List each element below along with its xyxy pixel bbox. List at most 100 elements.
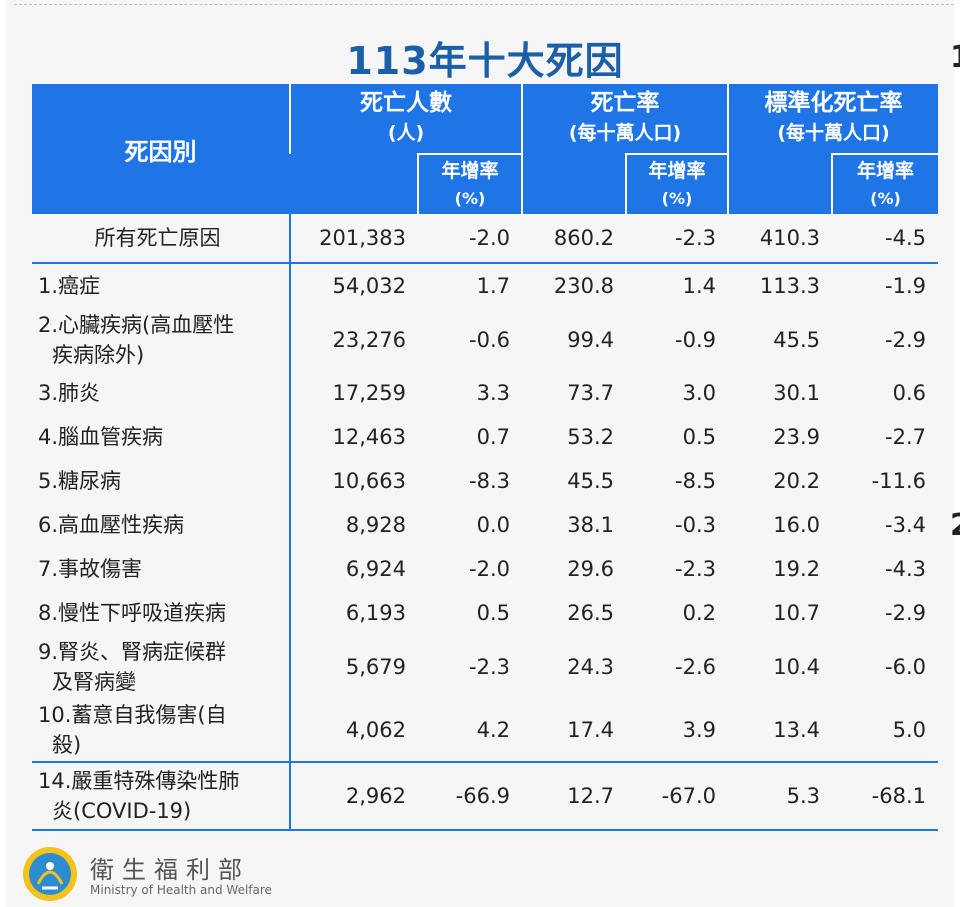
- table-row: 1.癌症 54,032 1.7 230.8 1.4 113.3 -1.9: [32, 263, 938, 308]
- cause-name: 7.事故傷害: [32, 547, 291, 591]
- table-cell: 8,928: [345, 513, 406, 537]
- header-deaths-label: 死亡人數: [360, 90, 452, 116]
- table-cell: 6,924: [345, 557, 406, 581]
- table-cell: 38.1: [567, 513, 614, 537]
- table-cell: 0.0: [476, 513, 510, 537]
- header-cause: 死因別: [32, 84, 290, 214]
- table-row: 9.腎炎、腎病症候群 及腎病變 5,679 -2.3 24.3 -2.6 10.4 -6.0: [32, 635, 938, 698]
- table-cell: 16.0: [773, 513, 820, 537]
- header-growth: 年增率 (%): [625, 153, 728, 214]
- growth-unit: (%): [870, 188, 901, 208]
- cause-name-line1: 14.嚴重特殊傳染性肺: [38, 769, 240, 793]
- table-cell: 54,032: [332, 274, 406, 298]
- table-cell: 0.7: [476, 425, 510, 449]
- table-cell: -0.3: [675, 513, 716, 537]
- table-cell: -2.3: [675, 557, 716, 581]
- table-cell: 12,463: [332, 425, 406, 449]
- header-deaths: 死亡人數 (人): [289, 84, 522, 154]
- table-cell: 5.0: [892, 717, 926, 742]
- table-cell: -2.7: [885, 425, 926, 449]
- table-cell: 0.6: [892, 381, 926, 405]
- table-cell: -2.9: [885, 327, 926, 352]
- mohw-emblem-icon: [23, 847, 77, 901]
- header-std-rate-unit: (每十萬人口): [777, 122, 890, 144]
- cause-name-line2: 殺): [52, 732, 82, 757]
- growth-label: 年增率: [648, 159, 706, 182]
- cause-name: 5.糖尿病: [32, 459, 291, 503]
- cause-name: 6.高血壓性疾病: [32, 503, 291, 547]
- table-cell: 12.7: [522, 761, 626, 831]
- cause-name: 4.腦血管疾病: [32, 415, 291, 459]
- table-cell: -11.6: [871, 469, 926, 493]
- table-cell: -3.4: [885, 513, 926, 537]
- table-cell: 99.4: [567, 327, 614, 352]
- table-cell: 73.7: [567, 381, 614, 405]
- table-cell: 26.5: [567, 601, 614, 625]
- cause-name: 3.肺炎: [32, 371, 291, 415]
- table-row: 6.高血壓性疾病 8,928 0.0 38.1 -0.3 16.0 -3.4: [32, 503, 938, 547]
- table-cell: -67.0: [626, 761, 728, 831]
- header-blank: [727, 154, 832, 214]
- header-deaths-unit: (人): [387, 122, 425, 144]
- table-row: 7.事故傷害 6,924 -2.0 29.6 -2.3 19.2 -4.3: [32, 547, 938, 591]
- table-cell: -2.6: [675, 654, 716, 679]
- table-cell: 0.5: [682, 425, 716, 449]
- cause-name-line2: 疾病除外): [52, 342, 145, 367]
- growth-label: 年增率: [441, 159, 499, 182]
- header-std-rate-label: 標準化死亡率: [764, 90, 903, 116]
- header-death-rate-label: 死亡率: [590, 90, 660, 116]
- cause-name-line1: 9.腎炎、腎病症候群: [38, 639, 227, 664]
- cause-name-line1: 8.慢性下呼吸道疾病: [38, 601, 227, 625]
- table-cell: -66.9: [418, 761, 522, 831]
- table-cell: 29.6: [567, 557, 614, 581]
- table-cell: 2,962: [290, 761, 418, 831]
- table-row: 4.腦血管疾病 12,463 0.7 53.2 0.5 23.9 -2.7: [32, 415, 938, 459]
- table-cell: 201,383: [290, 214, 418, 264]
- table-cell: -6.0: [885, 654, 926, 679]
- table-row: 3.肺炎 17,259 3.3 73.7 3.0 30.1 0.6: [32, 371, 938, 415]
- table-row: 10.蓄意自我傷害(自 殺) 4,062 4.2 17.4 3.9 13.4 5.0: [32, 698, 938, 762]
- cause-name-line1: 4.腦血管疾病: [38, 425, 164, 449]
- cause-name: 所有死亡原因: [32, 214, 291, 264]
- table-cell: 20.2: [773, 469, 820, 493]
- edge-glyph: 1: [950, 40, 960, 75]
- table-cell: 0.2: [682, 601, 716, 625]
- table-row: 2.心臟疾病(高血壓性 疾病除外) 23,276 -0.6 99.4 -0.9 45.5 -2…: [32, 308, 938, 371]
- table-cell: 23,276: [332, 327, 406, 352]
- table-cell: -2.3: [626, 214, 728, 264]
- table-cell: 5.3: [728, 761, 832, 831]
- cause-name-line2: 炎(COVID-19): [52, 799, 192, 823]
- table-cell: 5,679: [345, 654, 406, 679]
- cause-name: 2.心臟疾病(高血壓性 疾病除外): [32, 308, 291, 371]
- page-title: 113年十大死因: [346, 39, 624, 83]
- table-cell: 10,663: [332, 469, 406, 493]
- table-cell: -8.5: [675, 469, 716, 493]
- top-divider: [14, 4, 954, 5]
- table-cell: -2.3: [469, 654, 510, 679]
- header-blank: [521, 154, 626, 214]
- table-row: 14.嚴重特殊傳染性肺炎(COVID-19) 2,962 -66.9 12.7 -67.…: [32, 761, 938, 831]
- table-cell: 17.4: [567, 717, 614, 742]
- org-name-zh: 衛生福利部: [90, 856, 250, 884]
- table-cell: 17,259: [332, 381, 406, 405]
- cause-name-line1: 5.糖尿病: [38, 469, 122, 493]
- table-cell: 13.4: [773, 717, 820, 742]
- death-causes-table: 死因別 死亡人數 (人) 死亡率 (每十萬人口) 標準化死亡率 (每十萬人口) …: [32, 84, 938, 831]
- header-blank: [289, 154, 418, 214]
- growth-unit: (%): [454, 188, 486, 208]
- table-cell: 19.2: [773, 557, 820, 581]
- table-cell: -0.6: [469, 327, 510, 352]
- table-cell: 113.3: [759, 274, 820, 298]
- cause-name: 9.腎炎、腎病症候群 及腎病變: [32, 635, 291, 698]
- table-cell: -0.9: [675, 327, 716, 352]
- cause-name: 1.癌症: [32, 263, 291, 308]
- growth-label: 年增率: [856, 159, 914, 182]
- cause-name: 8.慢性下呼吸道疾病: [32, 591, 291, 635]
- table-cell: 45.5: [567, 469, 614, 493]
- header-std-rate: 標準化死亡率 (每十萬人口): [727, 84, 938, 154]
- table-cell: -8.3: [469, 469, 510, 493]
- table-cell: -4.3: [885, 557, 926, 581]
- header-death-rate: 死亡率 (每十萬人口): [521, 84, 728, 154]
- table-cell: 410.3: [728, 214, 832, 264]
- table-cell: 10.7: [773, 601, 820, 625]
